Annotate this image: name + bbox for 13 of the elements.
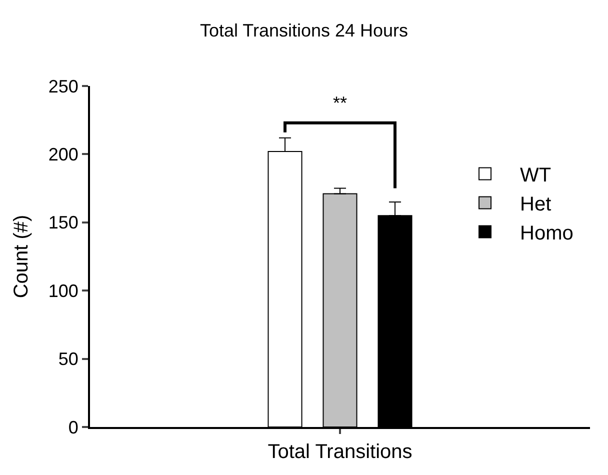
y-axis-title: Count (#) xyxy=(10,214,32,298)
legend-label: WT xyxy=(520,164,552,186)
y-tick-label: 150 xyxy=(48,212,78,233)
annotation: ** xyxy=(333,93,348,113)
legend-label: Het xyxy=(520,194,552,216)
y-tick-label: 50 xyxy=(58,349,78,370)
x-tick-label: Total Transitions xyxy=(268,441,412,463)
y-tick-label: 0 xyxy=(68,417,78,438)
legend-label: Homo xyxy=(520,222,574,244)
y-tick-label: 100 xyxy=(48,280,78,301)
y-tick-label: 250 xyxy=(48,76,78,96)
chart-title: Total Transitions 24 Hours xyxy=(200,20,408,40)
y-tick-label: 200 xyxy=(48,144,78,164)
